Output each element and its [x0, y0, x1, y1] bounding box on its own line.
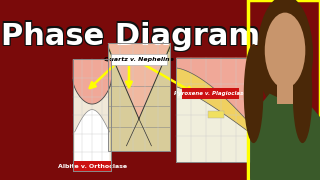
Text: Phase Diagrams: Phase Diagrams: [1, 23, 278, 52]
Ellipse shape: [257, 0, 313, 112]
Text: Phase Diagrams: Phase Diagrams: [2, 20, 279, 49]
Ellipse shape: [265, 13, 305, 88]
Bar: [108, 43, 170, 151]
Bar: [73, 161, 111, 171]
Bar: [73, 59, 111, 171]
Ellipse shape: [244, 44, 263, 143]
Text: Phase Diagrams: Phase Diagrams: [2, 23, 279, 52]
Text: Albite v. Orthoclase: Albite v. Orthoclase: [58, 164, 127, 168]
Polygon shape: [75, 110, 109, 170]
Bar: [248, 0, 320, 180]
Ellipse shape: [293, 44, 312, 143]
Text: Quartz v. Nepheline: Quartz v. Nepheline: [104, 57, 174, 62]
Text: Phase Diagrams: Phase Diagrams: [3, 21, 280, 51]
Text: Phase Diagrams: Phase Diagrams: [2, 21, 279, 51]
Polygon shape: [73, 59, 111, 104]
Bar: [73, 59, 111, 171]
Bar: [208, 111, 224, 118]
Bar: [176, 58, 251, 162]
Text: Pyroxene v. Plagioclase: Pyroxene v. Plagioclase: [174, 91, 247, 96]
Polygon shape: [108, 43, 170, 119]
Polygon shape: [250, 94, 320, 180]
Bar: [182, 88, 239, 99]
Bar: [108, 43, 170, 52]
Text: Phase Diagrams: Phase Diagrams: [3, 20, 280, 49]
Polygon shape: [176, 58, 251, 125]
Bar: [176, 58, 251, 162]
Bar: [111, 54, 167, 65]
Text: Phase Diagrams: Phase Diagrams: [1, 20, 278, 49]
Text: Phase Diagrams: Phase Diagrams: [3, 23, 280, 52]
Bar: [108, 43, 170, 151]
Polygon shape: [176, 68, 251, 134]
Bar: [277, 83, 293, 104]
Text: Phase Diagrams: Phase Diagrams: [1, 21, 278, 51]
